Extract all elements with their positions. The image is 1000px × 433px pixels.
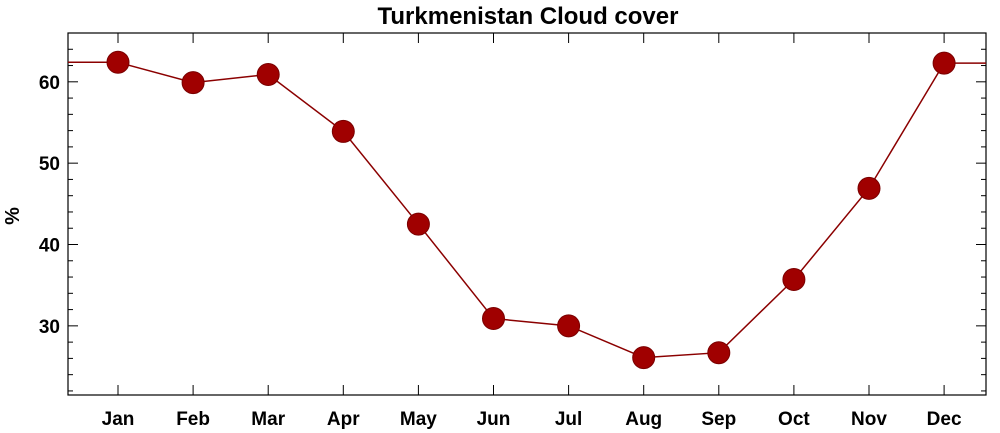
- x-tick-label: Jul: [555, 409, 582, 430]
- x-tick-label: May: [400, 409, 437, 430]
- x-tick-label: Jan: [102, 409, 135, 430]
- y-axis: 30 40 50 60: [39, 32, 986, 392]
- data-point: [106, 50, 130, 74]
- data-point: [331, 119, 355, 143]
- data-point: [782, 267, 806, 291]
- series-group: [68, 50, 986, 370]
- x-tick-label: Mar: [251, 409, 285, 430]
- y-tick-label: 40: [39, 236, 60, 257]
- x-tick-label: Aug: [625, 409, 662, 430]
- chart-title: Turkmenistan Cloud cover: [378, 3, 679, 30]
- series-line: [68, 61, 986, 359]
- data-point: [707, 341, 731, 365]
- data-point: [857, 176, 881, 200]
- data-point: [632, 346, 656, 370]
- x-tick-label: Apr: [327, 409, 360, 430]
- x-axis: Jan Feb Mar Apr May Jun Jul Aug Sep Oct Nov Dec: [102, 33, 962, 430]
- data-point: [181, 71, 205, 95]
- y-tick-label: 60: [39, 73, 60, 94]
- data-point: [932, 51, 956, 75]
- data-point: [406, 212, 430, 236]
- data-point: [482, 307, 505, 331]
- x-tick-label: Sep: [701, 409, 736, 430]
- x-tick-label: Oct: [778, 409, 810, 430]
- y-tick-label: 30: [39, 317, 60, 338]
- x-tick-label: Dec: [927, 409, 962, 430]
- x-tick-label: Nov: [851, 409, 887, 430]
- x-tick-label: Feb: [176, 409, 210, 430]
- x-tick-label: Jun: [477, 409, 511, 430]
- data-point: [557, 314, 581, 338]
- data-point: [256, 62, 280, 86]
- y-axis-label: %: [2, 207, 24, 225]
- plot-frame: [67, 32, 987, 396]
- y-tick-label: 50: [39, 154, 60, 175]
